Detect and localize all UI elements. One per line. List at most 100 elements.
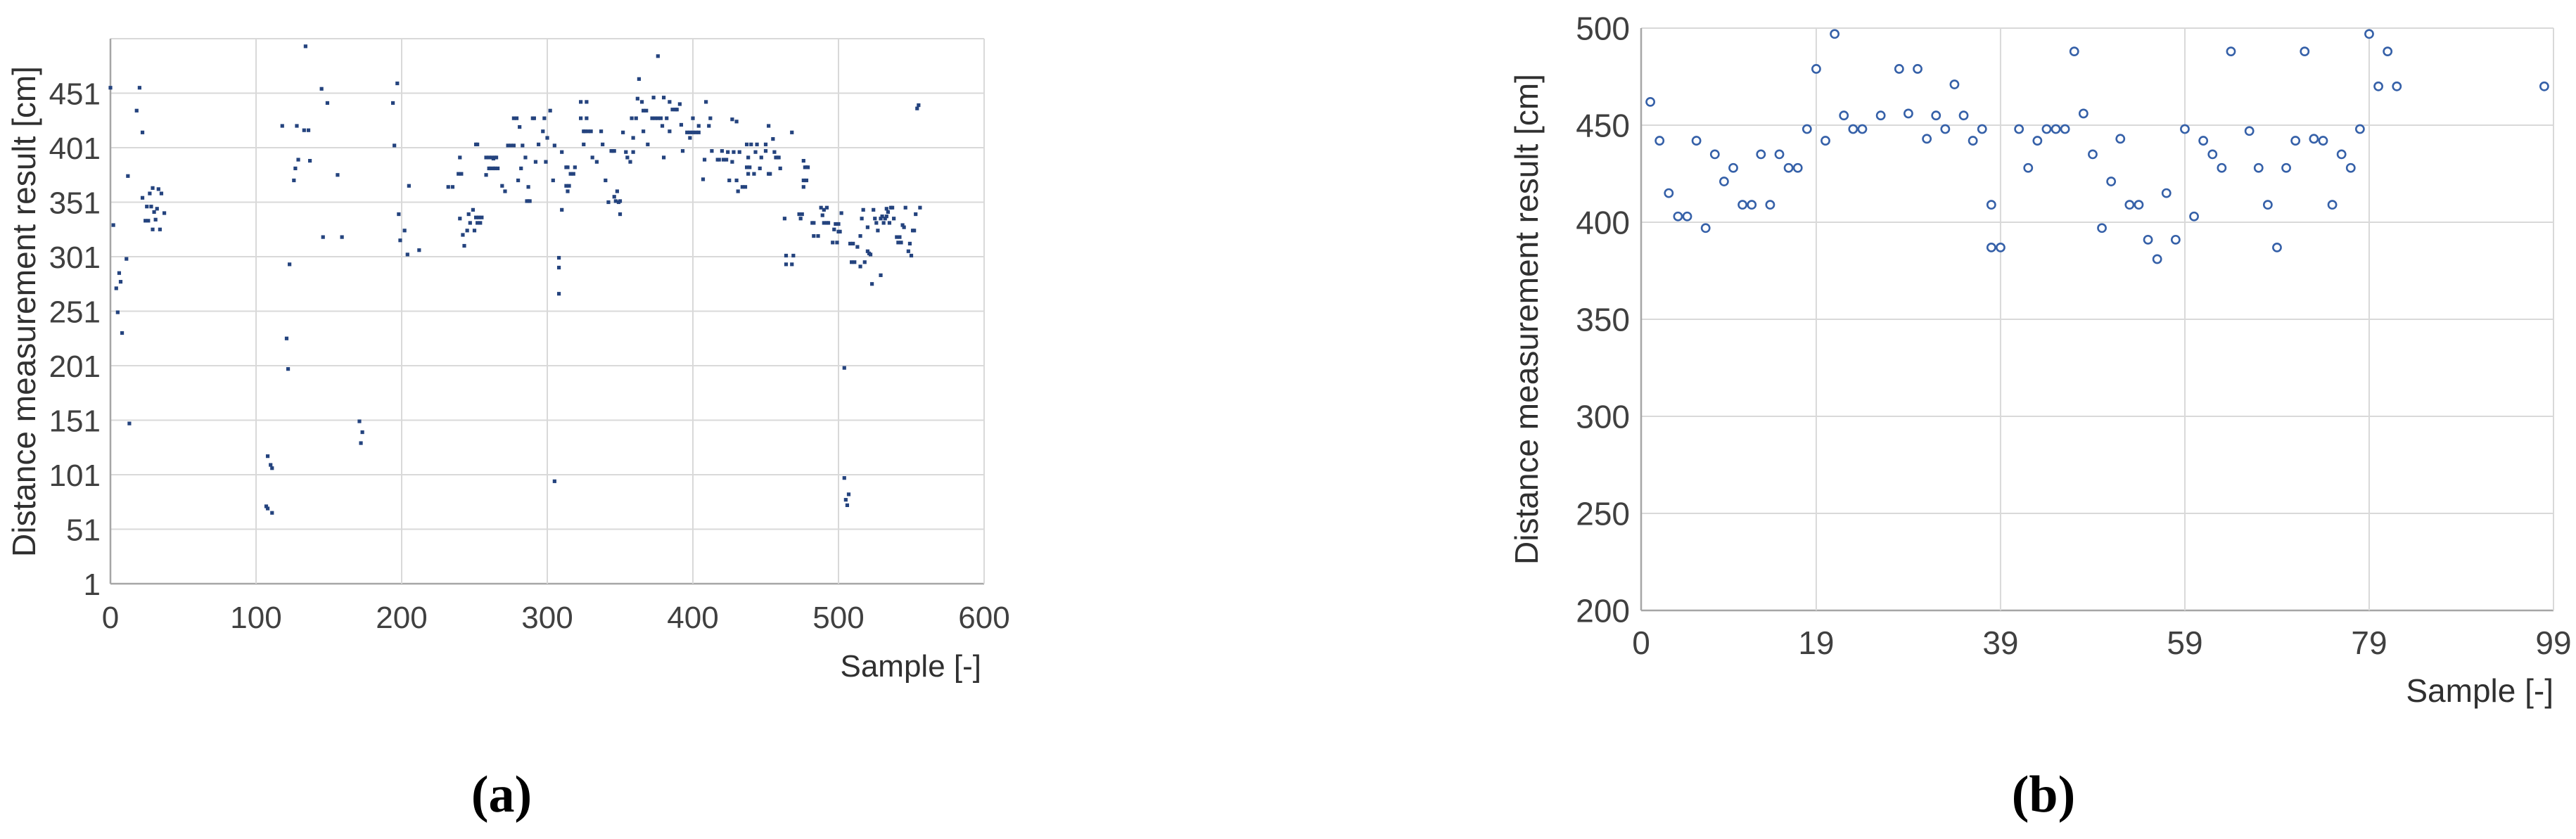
x-tick-label: 600 <box>958 601 1009 635</box>
data-point <box>108 86 113 90</box>
data-point <box>845 503 850 507</box>
data-point <box>270 511 274 515</box>
data-point <box>1747 200 1757 210</box>
data-point <box>662 155 666 160</box>
data-point <box>556 292 561 296</box>
data-point <box>398 238 402 243</box>
x-tick-label: 400 <box>667 601 718 635</box>
y-tick-label: 400 <box>1576 205 1630 241</box>
data-point <box>791 253 796 258</box>
data-point <box>556 255 561 260</box>
data-point <box>468 221 472 225</box>
data-point <box>801 159 805 163</box>
data-point <box>321 235 325 239</box>
data-point <box>126 174 130 178</box>
y-tick-label: 151 <box>49 404 101 438</box>
data-point <box>480 215 484 219</box>
data-point <box>551 178 555 183</box>
data-point <box>665 116 669 120</box>
data-point <box>612 149 616 153</box>
data-point <box>579 100 583 104</box>
data-point <box>777 155 781 160</box>
data-point <box>628 160 632 164</box>
data-point <box>319 87 324 91</box>
y-tick-label: 301 <box>49 241 101 275</box>
data-point <box>2014 124 2025 134</box>
data-point <box>564 184 568 188</box>
data-point <box>496 166 500 171</box>
data-point <box>459 172 464 176</box>
data-point <box>462 243 466 248</box>
data-point <box>656 54 660 58</box>
data-point <box>895 235 899 239</box>
data-point <box>466 212 471 217</box>
data-point <box>621 130 625 134</box>
data-point <box>582 142 586 146</box>
data-point <box>548 108 552 113</box>
data-point <box>265 454 270 459</box>
y-tick-label: 251 <box>49 295 101 329</box>
data-point <box>797 212 801 217</box>
data-point <box>1922 134 1932 144</box>
data-point <box>914 212 918 217</box>
y-axis-title: Distance measurement result [cm] <box>1512 74 1545 565</box>
data-point <box>812 233 816 238</box>
data-point <box>694 130 698 134</box>
data-point <box>720 149 724 153</box>
data-point <box>853 260 857 264</box>
data-point <box>472 229 477 233</box>
data-point <box>526 185 530 189</box>
data-point <box>288 262 292 267</box>
data-point <box>782 217 787 221</box>
data-point <box>1783 162 1794 173</box>
data-point <box>465 229 469 233</box>
data-point <box>896 241 900 245</box>
data-point <box>115 310 120 314</box>
data-point <box>542 116 547 120</box>
data-point <box>898 235 902 239</box>
data-point <box>306 128 311 132</box>
data-point <box>2327 200 2338 210</box>
y-tick-label: 350 <box>1576 302 1630 338</box>
data-point <box>2088 149 2098 160</box>
data-point <box>127 421 132 425</box>
data-point <box>625 155 630 160</box>
data-point <box>1958 110 1969 121</box>
data-point <box>1673 211 1683 222</box>
data-point <box>503 189 507 193</box>
data-point <box>630 116 634 120</box>
data-point <box>492 166 497 171</box>
data-point <box>734 178 739 183</box>
data-point <box>650 116 654 120</box>
data-point <box>471 207 476 212</box>
data-point <box>822 207 826 212</box>
data-point <box>519 166 523 171</box>
y-tick-label: 451 <box>49 77 101 111</box>
data-point <box>145 205 149 209</box>
data-point <box>660 124 665 128</box>
data-point <box>2023 162 2034 173</box>
data-point <box>883 217 887 221</box>
data-point <box>701 177 706 181</box>
data-point <box>146 219 151 223</box>
x-tick-label: 0 <box>102 601 119 635</box>
data-point <box>679 122 684 127</box>
data-point <box>140 130 145 134</box>
data-point <box>912 229 917 233</box>
data-point <box>579 116 583 120</box>
data-point <box>708 116 713 120</box>
data-point <box>264 504 269 508</box>
data-point <box>848 241 853 245</box>
data-point <box>805 165 810 169</box>
data-point <box>1977 124 1987 134</box>
data-point <box>790 130 794 134</box>
data-point <box>721 158 726 162</box>
data-point <box>915 106 919 110</box>
data-point <box>1821 136 1830 146</box>
data-point <box>2189 211 2199 222</box>
data-point <box>293 166 298 171</box>
data-point <box>685 130 689 134</box>
data-point <box>532 116 536 120</box>
data-point <box>642 108 646 113</box>
data-point <box>804 178 809 183</box>
